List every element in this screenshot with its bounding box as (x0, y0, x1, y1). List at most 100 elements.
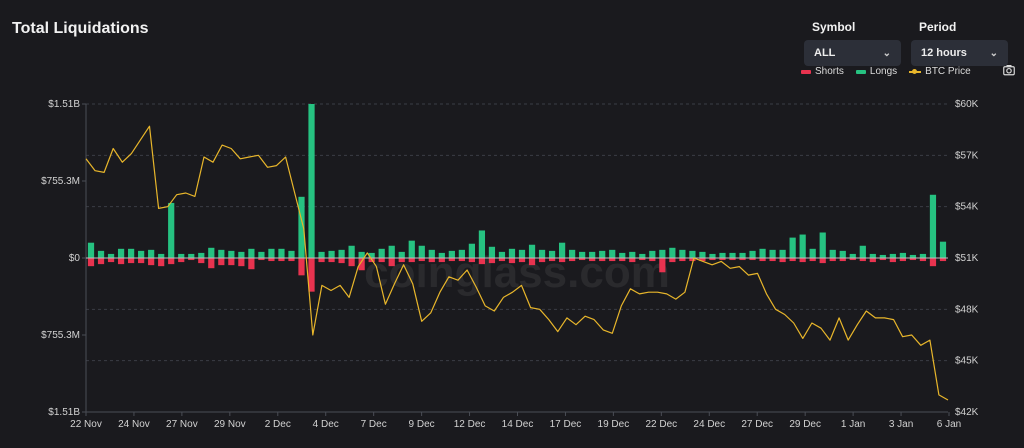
bar-longs (548, 250, 556, 258)
bar-longs (408, 240, 415, 258)
legend-btc-price-label: BTC Price (925, 66, 971, 77)
legend-item-longs[interactable]: Longs (855, 66, 897, 77)
bar-shorts (438, 258, 445, 263)
bar-shorts (328, 258, 335, 263)
right-tick-label: $48K (955, 304, 979, 315)
x-tick-label: 12 Dec (454, 419, 486, 430)
longs-series (87, 104, 947, 258)
bar-longs (629, 251, 636, 258)
right-tick-label: $57K (955, 150, 979, 161)
bar-longs (328, 250, 335, 258)
bar-longs (458, 249, 465, 258)
bar-shorts (819, 258, 826, 264)
symbol-control: Symbol ALL ⌄ (804, 20, 901, 66)
bar-longs (498, 251, 506, 258)
bar-shorts (458, 258, 465, 262)
bar-longs (388, 245, 395, 258)
bar-shorts (749, 258, 756, 261)
symbol-label: Symbol (812, 20, 856, 34)
bar-shorts (238, 258, 245, 267)
bar-shorts (639, 258, 646, 261)
bar-shorts (769, 258, 776, 262)
bar-longs (208, 247, 215, 258)
bar-shorts (558, 258, 566, 263)
bar-shorts (117, 258, 125, 265)
x-tick-label: 14 Dec (502, 419, 534, 430)
x-tick-label: 6 Jan (937, 419, 961, 430)
bar-shorts (669, 258, 676, 263)
bar-shorts (659, 258, 666, 273)
bar-longs (809, 248, 816, 258)
bar-shorts (719, 258, 726, 261)
camera-icon[interactable] (1003, 64, 1015, 76)
bar-longs (198, 252, 205, 258)
left-tick-label: $1.51B (48, 99, 80, 110)
bar-longs (819, 232, 826, 258)
bar-longs (468, 243, 476, 258)
bar-shorts (348, 258, 355, 267)
x-tick-label: 9 Dec (409, 419, 435, 430)
bar-longs (438, 252, 445, 258)
bar-shorts (789, 258, 796, 262)
bar-longs (538, 249, 546, 258)
bar-shorts (298, 258, 305, 276)
bar-shorts (127, 258, 135, 264)
bar-longs (789, 237, 796, 258)
bar-longs (609, 249, 616, 258)
bar-shorts (428, 258, 435, 263)
bar-longs (348, 245, 355, 258)
bar-longs (699, 251, 706, 258)
bar-shorts (448, 258, 455, 262)
bar-shorts (528, 258, 536, 266)
bar-longs (689, 250, 696, 258)
bar-shorts (358, 258, 365, 271)
period-select[interactable]: 12 hours ⌄ (911, 40, 1008, 66)
left-tick-label: $0 (69, 253, 81, 264)
bar-longs (378, 248, 385, 258)
bar-longs (508, 248, 516, 258)
chevron-down-icon: ⌄ (989, 47, 998, 59)
left-tick-label: $1.51B (48, 407, 80, 418)
left-tick-label: $755.3M (41, 176, 80, 187)
period-control: Period 12 hours ⌄ (911, 20, 1008, 66)
bar-shorts (198, 258, 205, 264)
bar-shorts (709, 258, 716, 261)
bar-shorts (478, 258, 486, 265)
bar-longs (709, 253, 716, 258)
bar-shorts (799, 258, 806, 263)
bar-longs (518, 249, 526, 258)
bar-longs (879, 254, 886, 258)
legend-item-shorts[interactable]: Shorts (801, 66, 844, 77)
bar-longs (398, 251, 405, 258)
bar-shorts (278, 258, 285, 262)
bar-longs (558, 242, 566, 258)
bar-shorts (188, 258, 195, 261)
bar-shorts (809, 258, 816, 262)
bar-longs (318, 251, 325, 258)
period-value: 12 hours (921, 47, 967, 59)
bar-longs (579, 251, 586, 258)
x-tick-label: 27 Dec (741, 419, 773, 430)
bar-shorts (689, 258, 696, 262)
bar-shorts (609, 258, 616, 262)
bar-shorts (97, 258, 105, 265)
bar-shorts (919, 258, 927, 262)
bar-longs (418, 245, 425, 258)
bar-shorts (849, 258, 856, 261)
legend-item-btc-price[interactable]: BTC Price (909, 66, 971, 77)
bar-shorts (178, 258, 185, 263)
bar-longs (739, 252, 746, 258)
bar-shorts (408, 258, 415, 263)
bar-shorts (839, 258, 846, 262)
bar-shorts (579, 258, 586, 261)
bar-shorts (889, 258, 896, 263)
bar-shorts (388, 258, 395, 267)
symbol-select[interactable]: ALL ⌄ (804, 40, 901, 66)
symbol-value: ALL (814, 47, 836, 59)
bar-longs (779, 249, 786, 258)
bar-shorts (308, 258, 315, 292)
bar-shorts (138, 258, 145, 264)
x-tick-label: 22 Dec (645, 419, 677, 430)
bar-shorts (228, 258, 235, 266)
x-tick-label: 17 Dec (550, 419, 582, 430)
